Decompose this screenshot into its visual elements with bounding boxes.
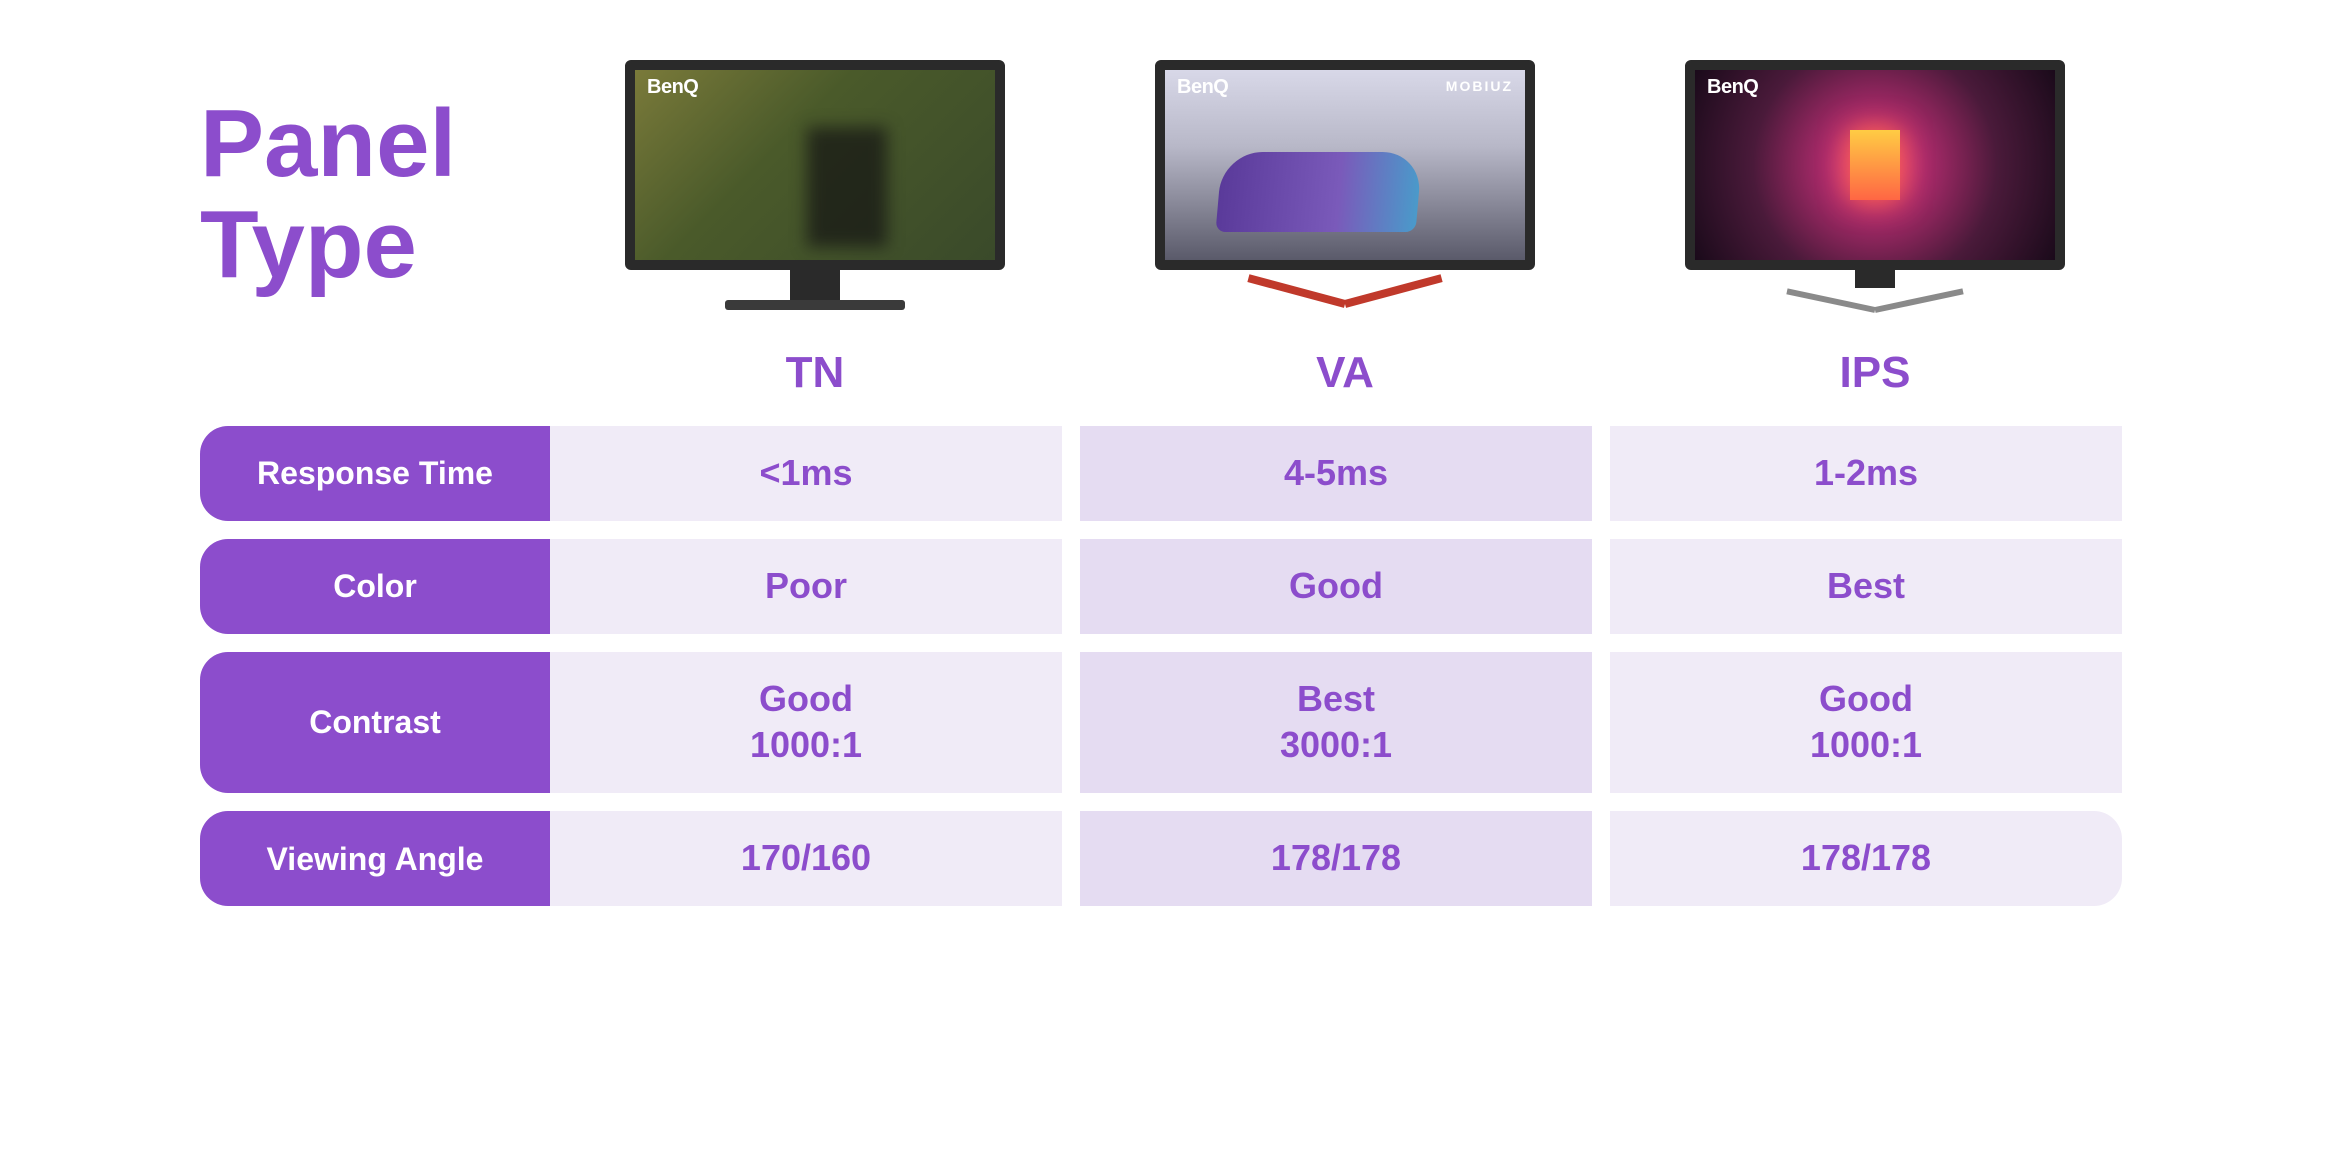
- monitor-brand-logo: BenQ: [1177, 76, 1228, 99]
- monitor-image-va: BenQ MOBIUZ: [1155, 60, 1535, 320]
- monitor-ips: BenQ: [1610, 60, 2140, 330]
- cell-ips-response-time: 1-2ms: [1610, 426, 2122, 521]
- cell-va-response-time: 4-5ms: [1080, 426, 1592, 521]
- monitor-stand: [1855, 270, 1895, 288]
- monitor-stand: [790, 270, 840, 300]
- column-label-ips: IPS: [1610, 330, 2140, 426]
- comparison-table: Panel Type BenQ BenQ MOBIUZ BenQ: [200, 60, 2140, 924]
- cell-ips-color: Best: [1610, 539, 2122, 634]
- monitor-base: [725, 300, 905, 310]
- row-header-color: Color: [200, 539, 550, 634]
- row-header-viewing-angle: Viewing Angle: [200, 811, 550, 906]
- cell-va-color: Good: [1080, 539, 1592, 634]
- monitor-va: BenQ MOBIUZ: [1080, 60, 1610, 330]
- column-label-tn: TN: [550, 330, 1080, 426]
- monitor-screen: BenQ: [1685, 60, 2065, 270]
- monitor-base: [1245, 278, 1445, 308]
- monitor-brand-logo: BenQ: [1707, 76, 1758, 99]
- row-header-response-time: Response Time: [200, 426, 550, 521]
- row-header-contrast: Contrast: [200, 652, 550, 794]
- cell-ips-contrast: Good 1000:1: [1610, 652, 2122, 794]
- monitor-screen: BenQ: [625, 60, 1005, 270]
- column-label-va: VA: [1080, 330, 1610, 426]
- empty-corner: [200, 330, 550, 426]
- monitor-brand-logo: BenQ: [647, 76, 698, 99]
- title-cell: Panel Type: [200, 60, 550, 330]
- monitor-tn: BenQ: [550, 60, 1080, 330]
- cell-tn-contrast: Good 1000:1: [550, 652, 1062, 794]
- cell-tn-color: Poor: [550, 539, 1062, 634]
- main-title: Panel Type: [200, 94, 456, 296]
- cell-ips-viewing-angle: 178/178: [1610, 811, 2122, 906]
- cell-tn-response-time: <1ms: [550, 426, 1062, 521]
- cell-va-contrast: Best 3000:1: [1080, 652, 1592, 794]
- monitor-screen: BenQ MOBIUZ: [1155, 60, 1535, 270]
- monitor-base: [1785, 288, 1965, 313]
- monitor-sublabel: MOBIUZ: [1446, 78, 1513, 94]
- cell-va-viewing-angle: 178/178: [1080, 811, 1592, 906]
- monitor-image-ips: BenQ: [1685, 60, 2065, 320]
- monitor-image-tn: BenQ: [625, 60, 1005, 320]
- cell-tn-viewing-angle: 170/160: [550, 811, 1062, 906]
